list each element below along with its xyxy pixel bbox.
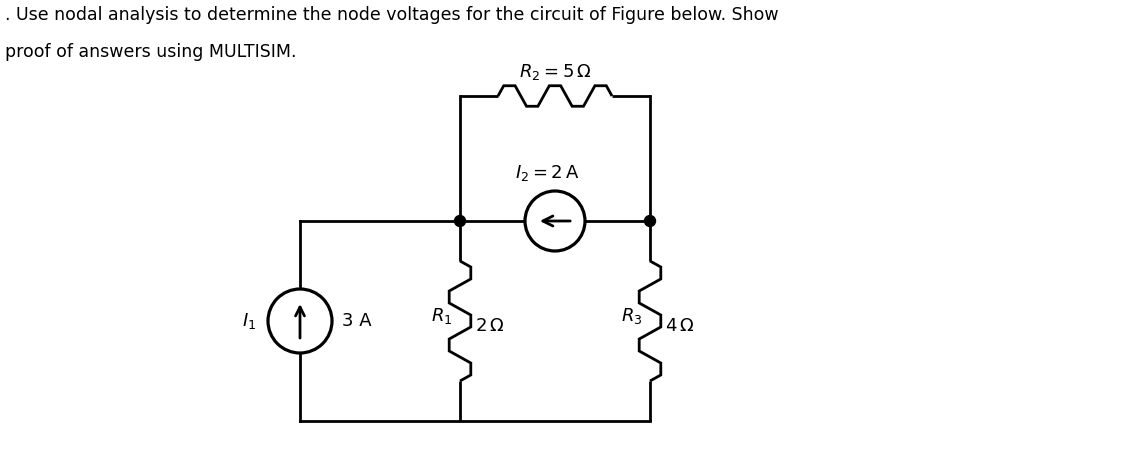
Text: . Use nodal analysis to determine the node voltages for the circuit of Figure be: . Use nodal analysis to determine the no… [5, 6, 778, 24]
Text: $R_1$: $R_1$ [430, 306, 452, 326]
Circle shape [455, 216, 465, 227]
Circle shape [644, 216, 655, 227]
Text: $R_3$: $R_3$ [620, 306, 642, 326]
Circle shape [268, 289, 332, 353]
Text: $I_2 = 2\,\mathrm{A}$: $I_2 = 2\,\mathrm{A}$ [515, 163, 579, 183]
Text: $4\,\Omega$: $4\,\Omega$ [665, 317, 695, 335]
Text: proof of answers using MULTISIM.: proof of answers using MULTISIM. [5, 43, 296, 61]
Text: $I_1$: $I_1$ [242, 311, 256, 331]
Text: $2\,\Omega$: $2\,\Omega$ [475, 317, 504, 335]
Text: $R_2 = 5\,\Omega$: $R_2 = 5\,\Omega$ [519, 62, 591, 82]
Circle shape [525, 191, 586, 251]
Text: 3 A: 3 A [342, 312, 372, 330]
